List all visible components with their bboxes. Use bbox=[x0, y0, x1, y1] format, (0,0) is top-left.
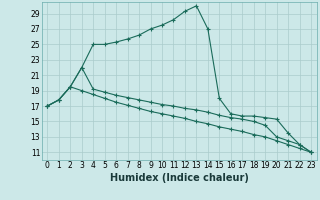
X-axis label: Humidex (Indice chaleur): Humidex (Indice chaleur) bbox=[110, 173, 249, 183]
